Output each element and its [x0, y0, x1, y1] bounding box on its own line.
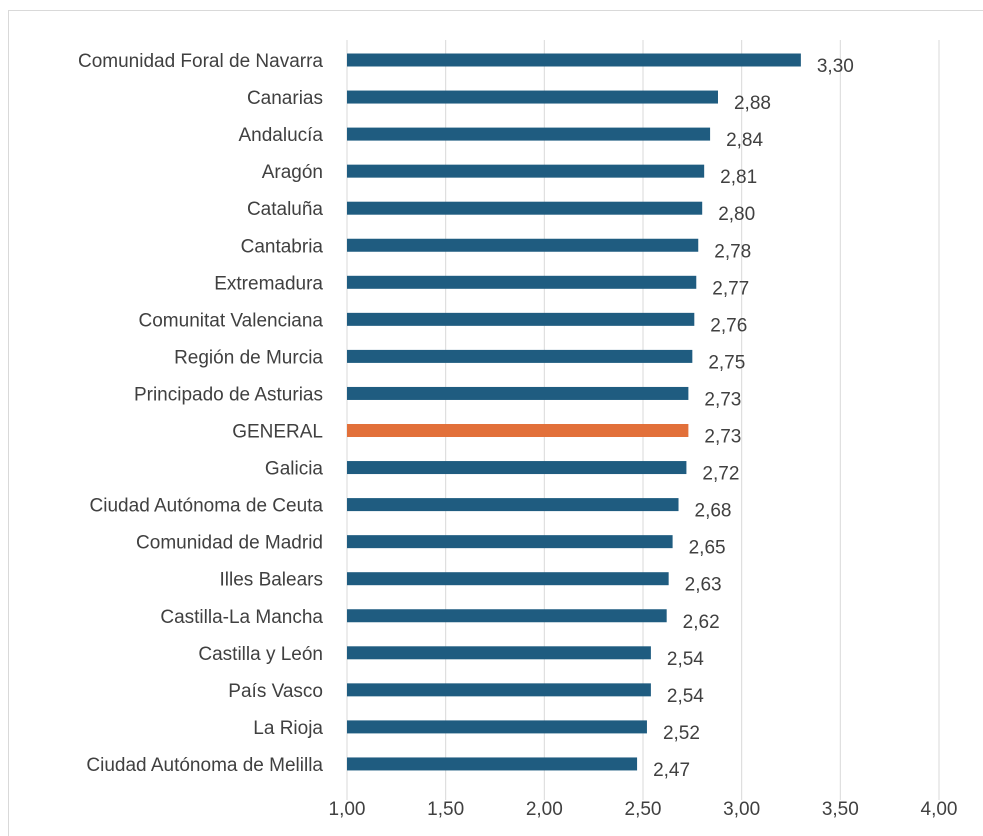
bar-castilla-y-leon	[347, 646, 651, 660]
bar-illes-balears	[347, 572, 669, 586]
x-tick-label: 3,00	[723, 799, 760, 820]
category-label-castilla-la-mancha: Castilla-La Mancha	[160, 607, 323, 628]
category-label-pais-vasco: País Vasco	[228, 681, 323, 702]
category-labels: Comunidad Foral de Navarra Canarias Andalu…	[78, 51, 323, 776]
category-label-comunidad-foral-de-navarra: Comunidad Foral de Navarra	[78, 51, 323, 72]
value-label-castilla-la-mancha: 2,62	[683, 612, 720, 633]
category-label-castilla-y-leon: Castilla y León	[198, 644, 323, 665]
category-label-extremadura: Extremadura	[214, 273, 323, 294]
value-label-cataluna: 2,80	[718, 204, 755, 225]
bar-ciudad-autonoma-de-melilla	[347, 757, 638, 771]
category-label-region-de-murcia: Región de Murcia	[174, 347, 323, 368]
gridlines	[346, 40, 940, 800]
bar-aragon	[347, 164, 705, 178]
bar-extremadura	[347, 275, 697, 289]
value-label-region-de-murcia: 2,75	[708, 352, 745, 373]
category-label-aragon: Aragón	[262, 162, 323, 183]
bar-cataluna	[347, 201, 703, 215]
value-label-canarias: 2,88	[734, 93, 771, 114]
x-tick-label: 3,50	[822, 799, 859, 820]
bar-canarias	[347, 90, 718, 104]
category-label-la-rioja: La Rioja	[253, 718, 323, 739]
category-label-comunidad-de-madrid: Comunidad de Madrid	[136, 533, 323, 554]
value-label-ciudad-autonoma-de-melilla: 2,47	[653, 760, 690, 781]
category-label-illes-balears: Illes Balears	[220, 570, 324, 591]
value-labels: 3,30 2,88 2,84 2,81 2,80 2,78 2,77 2,76 2,75 2,73…	[653, 56, 854, 781]
value-label-pais-vasco: 2,54	[667, 686, 704, 707]
value-label-extremadura: 2,77	[712, 278, 749, 299]
category-label-ciudad-autonoma-de-melilla: Ciudad Autónoma de Melilla	[86, 755, 323, 776]
bar-general	[347, 424, 689, 437]
category-label-canarias: Canarias	[247, 88, 323, 109]
bar-andalucia	[347, 127, 711, 141]
bars	[347, 53, 801, 771]
bar-comunidad-de-madrid	[347, 535, 673, 549]
category-label-andalucia: Andalucía	[238, 125, 323, 146]
x-tick-label: 2,50	[625, 799, 662, 820]
value-label-cantabria: 2,78	[714, 241, 751, 262]
category-label-general: GENERAL	[232, 422, 323, 443]
bar-comunidad-foral-de-navarra	[347, 53, 801, 67]
bar-cantabria	[347, 238, 699, 252]
category-label-cataluna: Cataluña	[247, 199, 323, 220]
bar-galicia	[347, 461, 687, 475]
bar-pais-vasco	[347, 683, 651, 697]
value-label-illes-balears: 2,63	[685, 575, 722, 596]
bar-ciudad-autonoma-de-ceuta	[347, 498, 679, 512]
bar-comunitat-valenciana	[347, 312, 695, 326]
x-tick-label: 1,50	[427, 799, 464, 820]
category-label-principado-de-asturias: Principado de Asturias	[134, 384, 323, 405]
value-label-comunidad-de-madrid: 2,65	[689, 538, 726, 559]
value-label-ciudad-autonoma-de-ceuta: 2,68	[695, 501, 732, 522]
value-label-comunitat-valenciana: 2,76	[710, 315, 747, 336]
value-label-andalucia: 2,84	[726, 130, 763, 151]
category-label-ciudad-autonoma-de-ceuta: Ciudad Autónoma de Ceuta	[90, 496, 324, 517]
bar-principado-de-asturias	[347, 386, 689, 400]
value-label-principado-de-asturias: 2,73	[704, 389, 741, 410]
value-label-general: 2,73	[704, 427, 741, 448]
category-label-galicia: Galicia	[265, 459, 324, 480]
value-label-galicia: 2,72	[702, 464, 739, 485]
x-axis-tick-labels: 1,00 1,50 2,00 2,50 3,00 3,50 4,00	[329, 799, 958, 820]
x-tick-label: 4,00	[921, 799, 958, 820]
x-tick-label: 2,00	[526, 799, 563, 820]
value-label-comunidad-foral-de-navarra: 3,30	[817, 56, 854, 77]
bar-la-rioja	[347, 720, 647, 734]
category-label-comunitat-valenciana: Comunitat Valenciana	[139, 310, 324, 331]
value-label-castilla-y-leon: 2,54	[667, 649, 704, 670]
category-label-cantabria: Cantabria	[241, 236, 324, 257]
bar-region-de-murcia	[347, 349, 693, 363]
value-label-la-rioja: 2,52	[663, 723, 700, 744]
bar-castilla-la-mancha	[347, 609, 667, 623]
chart-frame	[8, 10, 983, 836]
x-tick-label: 1,00	[329, 799, 366, 820]
value-label-aragon: 2,81	[720, 167, 757, 188]
